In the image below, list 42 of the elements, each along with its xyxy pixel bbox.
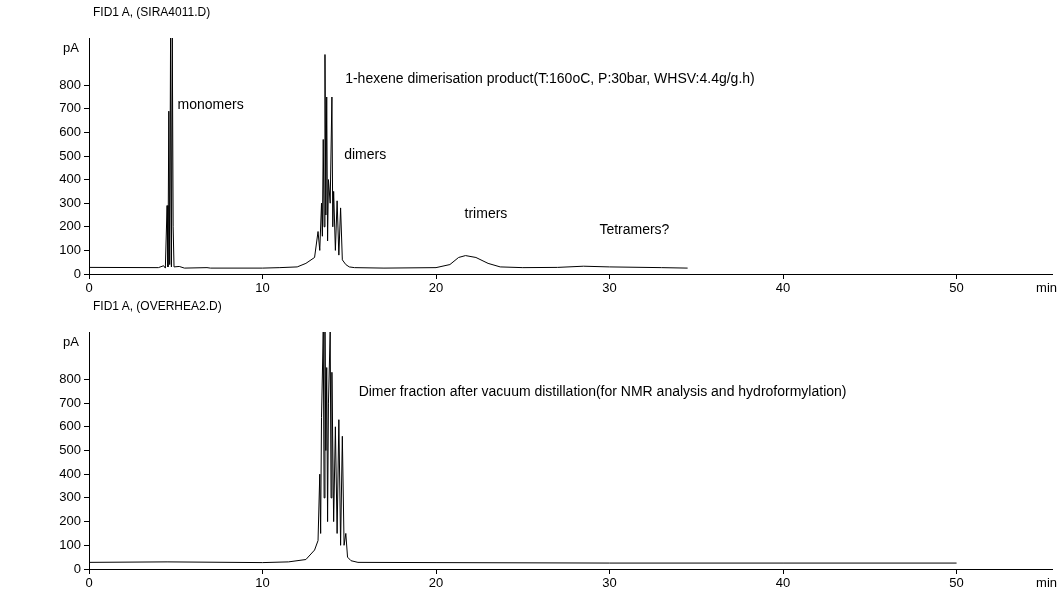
y-tick-label: 300 — [59, 489, 81, 505]
x-tick-label: 50 — [949, 575, 964, 591]
annotation: dimers — [344, 145, 387, 162]
y-tick-label: 100 — [59, 241, 81, 257]
annotation: trimers — [464, 204, 508, 221]
y-tick-label: 700 — [59, 100, 81, 116]
y-tick-label: 700 — [59, 394, 81, 410]
chart-title: FID1 A, (SIRA4011.D) — [93, 5, 211, 19]
y-tick-label: 500 — [59, 442, 81, 458]
annotation: 1-hexene dimerisation product(T:160oC, P:30bar, WHSV:4.4g/g.h) — [345, 70, 755, 87]
y-tick-label: 0 — [73, 560, 81, 576]
y-tick-label: 600 — [59, 123, 81, 139]
y-tick-label: 800 — [59, 370, 81, 386]
x-tick-label: 10 — [255, 575, 270, 591]
chart-title: FID1 A, (OVERHEA2.D) — [93, 299, 222, 313]
x-tick-label: 30 — [602, 280, 617, 296]
y-tick-label: 0 — [73, 265, 81, 281]
x-axis-title: min — [1036, 575, 1057, 590]
y-tick-label: 100 — [59, 536, 81, 552]
x-tick-label: 10 — [255, 280, 270, 296]
x-tick-label: 0 — [85, 280, 93, 296]
annotation: monomers — [177, 96, 244, 113]
x-tick-label: 20 — [428, 575, 444, 591]
annotation: Tetramers? — [599, 221, 670, 238]
y-tick-label: 300 — [59, 194, 81, 210]
y-tick-label: 200 — [59, 218, 81, 234]
y-tick-label: 400 — [59, 171, 81, 187]
x-tick-label: 0 — [85, 575, 93, 591]
y-tick-label: 500 — [59, 147, 81, 163]
y-axis-title: pA — [63, 40, 80, 55]
y-axis-title: pA — [63, 334, 80, 349]
y-tick-label: 600 — [59, 418, 81, 434]
x-tick-label: 30 — [602, 575, 617, 591]
y-tick-label: 800 — [59, 76, 81, 92]
y-tick-label: 400 — [59, 465, 81, 481]
x-tick-label: 40 — [775, 575, 791, 591]
x-tick-label: 20 — [428, 280, 444, 296]
x-axis-title: min — [1036, 280, 1057, 295]
y-tick-label: 200 — [59, 513, 81, 529]
x-tick-label: 50 — [949, 280, 964, 296]
annotation: Dimer fraction after vacuum distillation(for NMR analysis and hydroformylation) — [358, 383, 847, 400]
x-tick-label: 40 — [775, 280, 791, 296]
